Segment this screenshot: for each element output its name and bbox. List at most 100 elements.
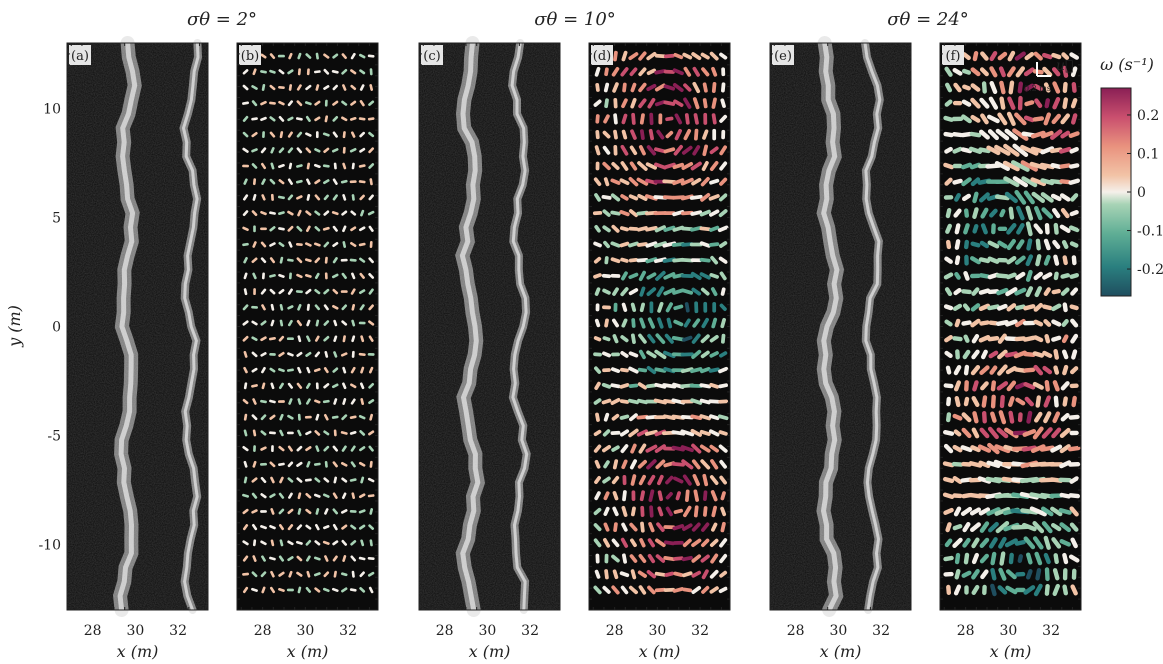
- velocity-arrow: [340, 179, 348, 184]
- velocity-arrow: [1043, 238, 1051, 251]
- velocity-arrow: [690, 367, 703, 374]
- velocity-arrow: [305, 147, 312, 154]
- velocity-arrow: [1021, 522, 1037, 532]
- velocity-arrow: [971, 334, 980, 344]
- velocity-arrow: [306, 335, 311, 343]
- velocity-arrow: [613, 522, 618, 532]
- velocity-arrow: [699, 367, 711, 374]
- velocity-arrow: [323, 194, 329, 201]
- velocity-arrow: [342, 382, 347, 390]
- velocity-arrow: [945, 223, 952, 234]
- group-title-24deg: σθ = 24°: [887, 9, 969, 30]
- velocity-arrow: [1059, 224, 1071, 234]
- velocity-arrow: [368, 257, 374, 264]
- velocity-arrow: [621, 522, 628, 532]
- velocity-arrow: [701, 67, 710, 77]
- velocity-arrow: [709, 51, 719, 61]
- velocity-arrow: [279, 476, 284, 484]
- velocity-arrow: [971, 427, 980, 439]
- velocity-arrow: [1062, 364, 1069, 376]
- velocity-arrow: [636, 226, 648, 232]
- velocity-arrow: [700, 459, 711, 470]
- velocity-arrow: [693, 489, 699, 502]
- velocity-arrow: [296, 84, 302, 91]
- velocity-arrow: [1061, 334, 1069, 344]
- velocity-arrow: [1043, 319, 1052, 327]
- velocity-arrow: [242, 493, 250, 498]
- velocity-arrow: [719, 271, 727, 281]
- velocity-arrow: [1031, 191, 1046, 204]
- velocity-arrow: [943, 304, 954, 311]
- velocity-arrow: [980, 381, 989, 391]
- velocity-arrow: [1060, 207, 1070, 219]
- velocity-arrow: [619, 571, 630, 578]
- velocity-arrow: [332, 555, 338, 562]
- velocity-arrow: [1071, 349, 1078, 360]
- velocity-arrow: [1006, 256, 1017, 265]
- velocity-arrow: [654, 225, 666, 233]
- velocity-arrow: [270, 319, 275, 327]
- velocity-arrow: [360, 366, 365, 374]
- velocity-arrow: [360, 539, 365, 547]
- velocity-arrow: [323, 445, 330, 452]
- velocity-arrow: [683, 318, 691, 328]
- velocity-arrow: [261, 83, 266, 91]
- velocity-arrow: [251, 351, 258, 358]
- panel-tag: (b): [241, 49, 259, 64]
- velocity-arrow: [610, 257, 621, 264]
- velocity-arrow: [637, 570, 647, 578]
- velocity-arrow: [1006, 380, 1017, 392]
- velocity-arrow: [594, 476, 601, 484]
- velocity-arrow: [682, 523, 693, 531]
- velocity-arrow: [647, 317, 655, 329]
- velocity-arrow: [350, 366, 356, 374]
- velocity-arrow: [296, 477, 303, 483]
- velocity-arrow: [1044, 98, 1051, 109]
- velocity-arrow: [1050, 193, 1062, 202]
- velocity-arrow: [269, 399, 276, 404]
- velocity-arrow: [367, 477, 375, 483]
- velocity-arrow: [1044, 567, 1050, 582]
- velocity-arrow: [979, 553, 989, 564]
- velocity-arrow: [1006, 238, 1016, 251]
- velocity-arrow: [944, 319, 953, 327]
- velocity-arrow: [1033, 271, 1044, 281]
- velocity-arrow: [962, 303, 971, 312]
- velocity-arrow: [287, 288, 293, 295]
- velocity-arrow: [594, 366, 602, 374]
- velocity-arrow: [961, 320, 972, 326]
- velocity-arrow: [986, 145, 1001, 156]
- velocity-arrow: [1032, 426, 1044, 440]
- velocity-arrow: [621, 113, 628, 125]
- velocity-arrow: [637, 382, 648, 390]
- velocity-arrow: [288, 52, 293, 60]
- velocity-arrow: [680, 445, 694, 453]
- velocity-arrow: [350, 241, 357, 248]
- velocity-arrow: [601, 273, 612, 279]
- velocity-arrow: [313, 572, 321, 577]
- velocity-arrow: [721, 333, 726, 344]
- velocity-arrow: [243, 350, 248, 358]
- velocity-arrow: [287, 225, 294, 232]
- velocity-arrow: [981, 349, 988, 360]
- velocity-arrow: [1069, 241, 1079, 248]
- velocity-arrow: [305, 539, 312, 546]
- velocity-arrow: [671, 445, 685, 452]
- velocity-arrow: [654, 53, 666, 59]
- velocity-arrow: [314, 179, 321, 185]
- velocity-arrow: [620, 585, 629, 595]
- velocity-arrow: [627, 398, 639, 405]
- velocity-arrow: [719, 459, 727, 469]
- velocity-arrow: [620, 335, 629, 343]
- velocity-arrow: [1020, 508, 1039, 515]
- velocity-arrow: [990, 411, 997, 423]
- velocity-arrow: [1034, 286, 1043, 298]
- velocity-arrow: [1050, 506, 1063, 517]
- velocity-arrow: [306, 162, 311, 170]
- velocity-arrow: [594, 287, 601, 296]
- velocity-arrow: [701, 585, 710, 594]
- velocity-arrow: [996, 287, 1009, 296]
- velocity-arrow: [701, 569, 709, 580]
- colorbar: ω (s⁻¹) 0.2 0.1 0 -0.1 -0.2: [1100, 55, 1163, 297]
- velocity-arrow: [251, 384, 258, 388]
